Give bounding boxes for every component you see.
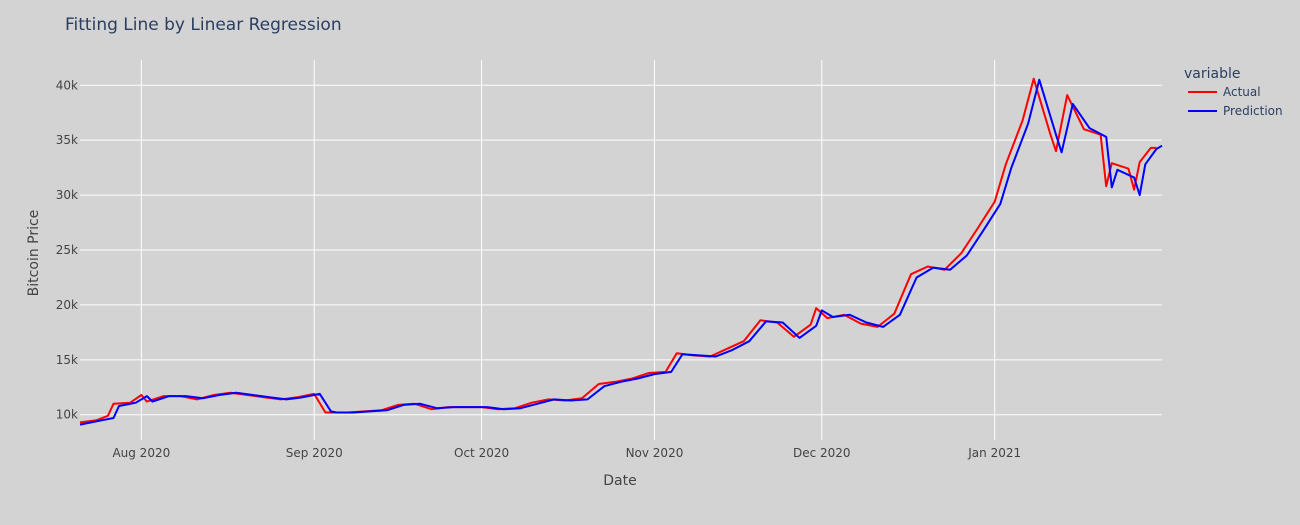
y-tick-label: 25k — [56, 243, 78, 257]
chart-title: Fitting Line by Linear Regression — [65, 15, 342, 35]
axis-ticks: 10k 15k 20k 25k 30k 35k 40k Aug 2020 Sep 2020 Oct… — [56, 78, 1021, 460]
x-tick-label: Jan 2021 — [967, 446, 1021, 460]
legend-title: variable — [1184, 66, 1240, 82]
y-tick-label: 20k — [56, 298, 78, 312]
legend-item-prediction[interactable]: Prediction — [1188, 104, 1283, 118]
legend-label-prediction: Prediction — [1223, 104, 1283, 118]
legend[interactable]: variable Actual Prediction — [1184, 66, 1283, 118]
legend-item-actual[interactable]: Actual — [1188, 85, 1261, 99]
x-tick-label: Aug 2020 — [112, 446, 170, 460]
series-line-prediction[interactable] — [79, 78, 1163, 426]
legend-label-actual: Actual — [1223, 85, 1261, 99]
x-tick-label: Dec 2020 — [793, 446, 851, 460]
x-tick-label: Oct 2020 — [454, 446, 509, 460]
x-tick-label: Nov 2020 — [626, 446, 684, 460]
y-axis-title: Bitcoin Price — [26, 210, 42, 297]
series-lines[interactable] — [79, 77, 1163, 426]
x-axis-title: Date — [603, 473, 636, 489]
gridlines — [80, 60, 1162, 440]
y-tick-label: 30k — [56, 188, 78, 202]
x-tick-label: Sep 2020 — [286, 446, 343, 460]
y-tick-label: 40k — [56, 78, 78, 92]
y-tick-label: 15k — [56, 353, 78, 367]
y-tick-label: 10k — [56, 408, 78, 422]
y-tick-label: 35k — [56, 133, 78, 147]
